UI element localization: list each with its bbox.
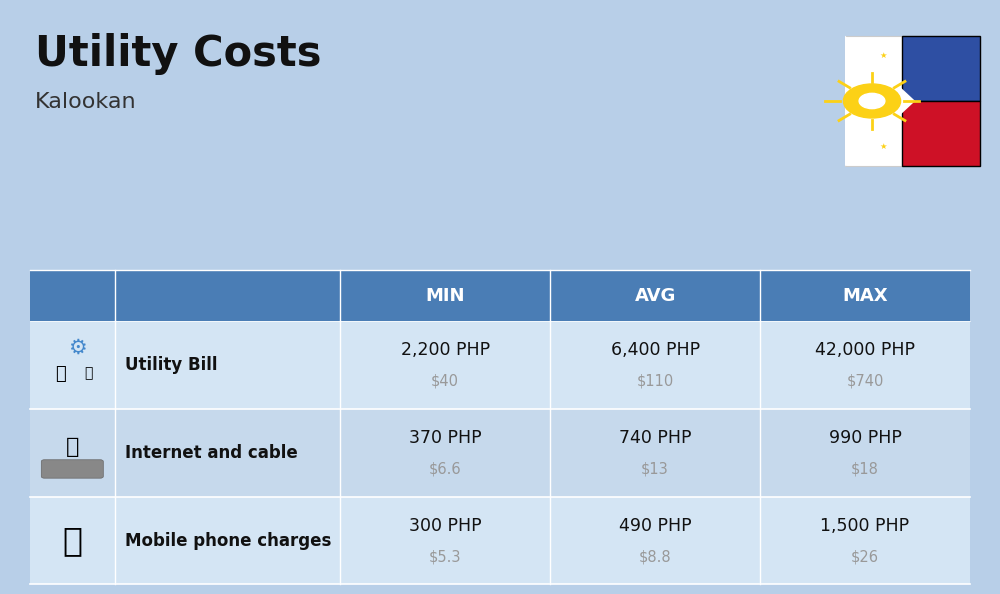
Text: 42,000 PHP: 42,000 PHP [815, 341, 915, 359]
Text: 990 PHP: 990 PHP [829, 429, 901, 447]
FancyBboxPatch shape [30, 270, 970, 321]
Text: $18: $18 [851, 462, 879, 477]
Text: 📸: 📸 [84, 366, 92, 381]
Text: MAX: MAX [842, 286, 888, 305]
Text: $110: $110 [636, 374, 674, 389]
Text: Utility Costs: Utility Costs [35, 33, 322, 75]
Text: 6,400 PHP: 6,400 PHP [611, 341, 700, 359]
Text: ★: ★ [879, 142, 887, 151]
FancyBboxPatch shape [902, 36, 980, 101]
Text: $6.6: $6.6 [429, 462, 461, 477]
FancyBboxPatch shape [902, 101, 980, 166]
Polygon shape [845, 36, 915, 166]
Text: $40: $40 [431, 374, 459, 389]
Text: 2,200 PHP: 2,200 PHP [401, 341, 490, 359]
FancyBboxPatch shape [30, 409, 970, 497]
Text: $5.3: $5.3 [429, 549, 461, 565]
Text: 370 PHP: 370 PHP [409, 429, 481, 447]
Text: Internet and cable: Internet and cable [125, 444, 297, 462]
FancyBboxPatch shape [30, 497, 970, 584]
Text: 📶: 📶 [66, 437, 79, 457]
Text: Kalookan: Kalookan [35, 92, 137, 112]
Text: 490 PHP: 490 PHP [619, 517, 691, 535]
Text: $26: $26 [851, 549, 879, 565]
Circle shape [843, 84, 901, 118]
FancyBboxPatch shape [845, 36, 980, 166]
Text: Mobile phone charges: Mobile phone charges [125, 532, 331, 549]
Text: $740: $740 [846, 374, 884, 389]
Text: 300 PHP: 300 PHP [409, 517, 481, 535]
Text: 📱: 📱 [62, 524, 82, 557]
Text: Utility Bill: Utility Bill [125, 356, 217, 374]
Text: MIN: MIN [425, 286, 465, 305]
Text: $13: $13 [641, 462, 669, 477]
Text: 740 PHP: 740 PHP [619, 429, 691, 447]
Text: $8.8: $8.8 [639, 549, 671, 565]
FancyBboxPatch shape [41, 460, 103, 478]
Text: 🔌: 🔌 [55, 365, 66, 383]
Text: AVG: AVG [634, 286, 676, 305]
Text: ★: ★ [849, 96, 857, 106]
Circle shape [859, 93, 885, 109]
Text: ★: ★ [879, 50, 887, 60]
Text: 1,500 PHP: 1,500 PHP [820, 517, 910, 535]
FancyBboxPatch shape [30, 321, 970, 409]
Text: ⚙: ⚙ [68, 338, 87, 358]
